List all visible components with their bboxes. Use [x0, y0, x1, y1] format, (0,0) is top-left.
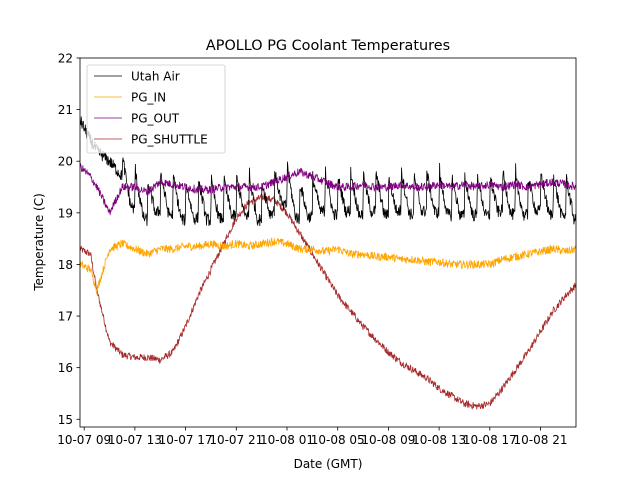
legend-label: PG_SHUTTLE	[131, 133, 208, 147]
y-axis-label: Temperature (C)	[32, 193, 46, 292]
y-tick-label: 19	[58, 206, 73, 220]
x-tick-label: 10-07 13	[108, 433, 162, 447]
y-tick-label: 16	[58, 361, 73, 375]
y-axis: 15 16 17 18 19 20 21 22	[58, 52, 80, 427]
series-line-pg-out	[80, 163, 576, 216]
legend-item: PG_SHUTTLE	[94, 133, 208, 147]
legend-item: PG_OUT	[94, 112, 180, 126]
x-tick-label: 10-08 17	[463, 433, 517, 447]
legend-box	[86, 64, 226, 154]
series-line-pg-in	[80, 237, 576, 296]
x-tick-label: 10-08 13	[412, 433, 466, 447]
axes-frame	[79, 57, 577, 428]
chart-title: APOLLO PG Coolant Temperatures	[206, 38, 450, 54]
x-tick-label: 10-08 05	[311, 433, 365, 447]
y-tick-label: 15	[58, 413, 73, 427]
y-tick-label: 21	[58, 103, 73, 117]
legend-item: PG_IN	[94, 91, 166, 105]
series-line-pg-shuttle	[80, 193, 576, 410]
x-tick-label: 10-08 01	[260, 433, 314, 447]
legend-label: PG_IN	[131, 91, 166, 105]
y-tick-label: 20	[58, 155, 73, 169]
x-tick-label: 10-07 17	[159, 433, 213, 447]
plot-lines	[80, 116, 576, 410]
legend-label: PG_OUT	[131, 112, 180, 126]
x-tick-label: 10-08 09	[361, 433, 415, 447]
x-tick-label: 10-07 09	[57, 433, 111, 447]
legend-item: Utah Air	[94, 70, 180, 84]
legend-label: Utah Air	[131, 70, 180, 84]
legend: Utah Air PG_IN PG_OUT PG_SHUTTLE	[86, 64, 226, 154]
y-tick-label: 22	[58, 52, 73, 66]
x-tick-label: 10-07 21	[209, 433, 263, 447]
y-tick-label: 17	[58, 310, 73, 324]
x-axis-label: Date (GMT)	[294, 457, 363, 471]
y-tick-label: 18	[58, 258, 73, 272]
x-tick-label: 10-08 21	[514, 433, 568, 447]
